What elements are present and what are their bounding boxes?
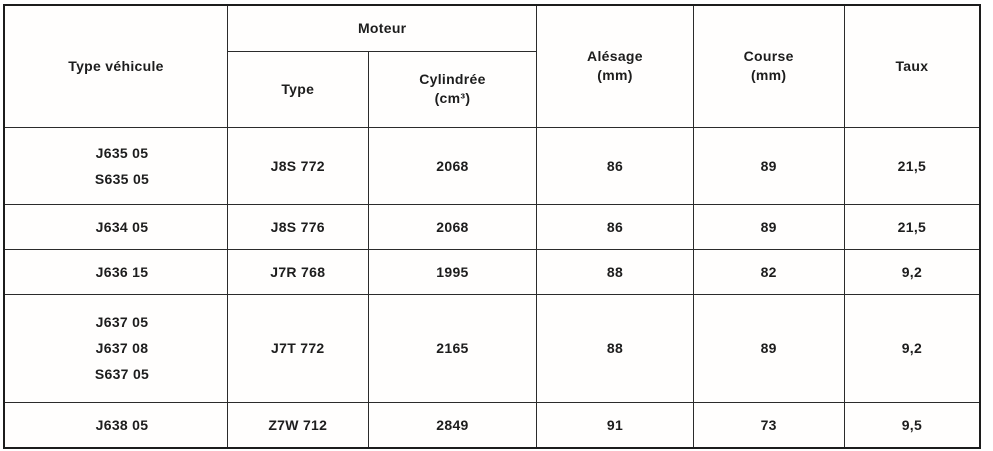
header-engine-type-label: Type bbox=[281, 81, 315, 97]
table-row: J635 05 S635 05 J8S 772 2068 86 89 21,5 bbox=[3, 126, 981, 205]
engine-type-cell: J7T 772 bbox=[227, 293, 369, 403]
vehicle-type-cell: J634 05 bbox=[3, 203, 228, 250]
stroke-cell: 89 bbox=[692, 203, 845, 250]
header-displacement: Cylindrée (cm³) bbox=[367, 50, 538, 128]
header-engine-group-label: Moteur bbox=[357, 20, 407, 37]
vehicle-code: J637 08 bbox=[95, 340, 149, 356]
vehicle-code: J638 05 bbox=[95, 416, 149, 433]
table-row: J634 05 J8S 776 2068 86 89 21,5 bbox=[3, 203, 981, 250]
ratio-cell: 9,5 bbox=[843, 401, 981, 449]
ratio-cell: 9,2 bbox=[843, 248, 981, 295]
displacement-cell: 2849 bbox=[367, 401, 538, 449]
header-ratio-label: Taux bbox=[895, 58, 929, 75]
displacement-cell: 2068 bbox=[367, 126, 538, 205]
header-engine-type: Type bbox=[227, 50, 369, 128]
vehicle-type-cell: J636 15 bbox=[3, 248, 228, 295]
stroke-cell: 73 bbox=[692, 401, 845, 449]
displacement-cell: 2068 bbox=[367, 203, 538, 250]
ratio-cell: 21,5 bbox=[843, 126, 981, 205]
vehicle-code: J636 15 bbox=[95, 263, 149, 280]
ratio-cell: 21,5 bbox=[843, 203, 981, 250]
bore-cell: 86 bbox=[536, 126, 694, 205]
header-bore-unit: (mm) bbox=[597, 67, 633, 84]
table-row: J636 15 J7R 768 1995 88 82 9,2 bbox=[3, 248, 981, 295]
table-row: J638 05 Z7W 712 2849 91 73 9,5 bbox=[3, 401, 981, 449]
table-row: J637 05 J637 08 S637 05 J7T 772 2165 88 … bbox=[3, 293, 981, 403]
vehicle-code: J634 05 bbox=[95, 218, 149, 235]
header-displacement-label: Cylindrée bbox=[419, 71, 486, 87]
engine-type-cell: J8S 776 bbox=[227, 203, 369, 250]
vehicle-code: J635 05 bbox=[95, 144, 149, 161]
header-bore: Alésage (mm) bbox=[536, 4, 694, 128]
engine-spec-table: Type véhicule Moteur Alésage (mm) Course… bbox=[3, 4, 981, 449]
stroke-cell: 82 bbox=[692, 248, 845, 295]
displacement-cell: 2165 bbox=[367, 293, 538, 403]
header-displacement-unit: (cm³) bbox=[434, 90, 471, 106]
vehicle-code: J637 05 bbox=[95, 314, 149, 330]
bore-cell: 88 bbox=[536, 293, 694, 403]
header-engine-group: Moteur bbox=[226, 4, 538, 52]
header-bore-label: Alésage bbox=[587, 48, 643, 65]
stroke-cell: 89 bbox=[692, 293, 845, 403]
bore-cell: 91 bbox=[536, 401, 694, 449]
displacement-cell: 1995 bbox=[367, 248, 538, 295]
ratio-cell: 9,2 bbox=[843, 293, 981, 403]
header-vehicle-type: Type véhicule bbox=[3, 4, 228, 128]
vehicle-type-cell: J637 05 J637 08 S637 05 bbox=[3, 293, 228, 403]
engine-type-cell: J8S 772 bbox=[227, 126, 369, 205]
engine-type-cell: J7R 768 bbox=[227, 248, 369, 295]
stroke-cell: 89 bbox=[692, 126, 845, 205]
engine-type-cell: Z7W 712 bbox=[227, 401, 369, 449]
vehicle-code: S635 05 bbox=[94, 170, 150, 187]
vehicle-code: S637 05 bbox=[94, 366, 150, 382]
header-stroke-label: Course bbox=[743, 48, 794, 65]
header-stroke-unit: (mm) bbox=[750, 67, 787, 84]
header-ratio: Taux bbox=[843, 4, 981, 128]
bore-cell: 88 bbox=[536, 248, 694, 295]
vehicle-type-cell: J638 05 bbox=[3, 401, 228, 449]
header-stroke: Course (mm) bbox=[692, 4, 845, 128]
header-vehicle-type-label: Type véhicule bbox=[68, 58, 164, 75]
bore-cell: 86 bbox=[536, 203, 694, 250]
vehicle-type-cell: J635 05 S635 05 bbox=[3, 126, 228, 205]
